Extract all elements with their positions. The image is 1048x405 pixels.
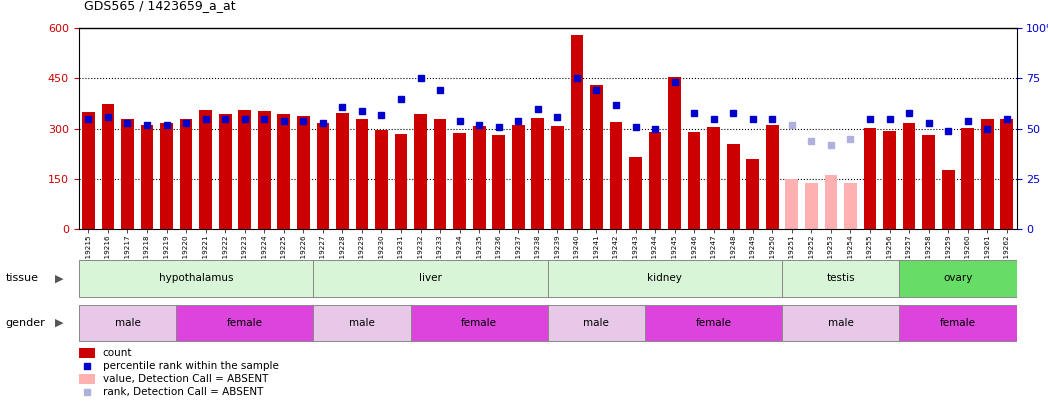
Bar bbox=[434, 119, 446, 229]
Bar bbox=[395, 134, 408, 229]
Bar bbox=[316, 123, 329, 229]
Text: ▶: ▶ bbox=[54, 318, 63, 328]
Bar bbox=[414, 114, 427, 229]
Bar bbox=[375, 130, 388, 229]
Bar bbox=[219, 113, 232, 229]
Text: male: male bbox=[349, 318, 375, 328]
Text: tissue: tissue bbox=[5, 273, 38, 283]
Text: value, Detection Call = ABSENT: value, Detection Call = ABSENT bbox=[103, 374, 268, 384]
Text: percentile rank within the sample: percentile rank within the sample bbox=[103, 361, 279, 371]
Bar bbox=[707, 127, 720, 229]
Text: rank, Detection Call = ABSENT: rank, Detection Call = ABSENT bbox=[103, 387, 263, 397]
Bar bbox=[981, 119, 994, 229]
Bar bbox=[411, 305, 547, 341]
Bar bbox=[82, 112, 94, 229]
Text: testis: testis bbox=[827, 273, 855, 283]
Text: female: female bbox=[940, 318, 976, 328]
Bar bbox=[669, 77, 681, 229]
Bar bbox=[961, 128, 974, 229]
Bar bbox=[179, 119, 193, 229]
Bar bbox=[79, 260, 313, 297]
Text: GDS565 / 1423659_a_at: GDS565 / 1423659_a_at bbox=[84, 0, 236, 12]
Text: female: female bbox=[696, 318, 732, 328]
Bar bbox=[278, 114, 290, 229]
Bar bbox=[547, 260, 782, 297]
Text: female: female bbox=[461, 318, 497, 328]
Bar bbox=[160, 123, 173, 229]
Bar bbox=[590, 85, 603, 229]
Bar bbox=[646, 305, 782, 341]
Text: liver: liver bbox=[419, 273, 442, 283]
Bar bbox=[899, 260, 1017, 297]
Text: male: male bbox=[114, 318, 140, 328]
Text: male: male bbox=[828, 318, 854, 328]
Text: ovary: ovary bbox=[943, 273, 973, 283]
Bar bbox=[313, 305, 411, 341]
Bar bbox=[102, 104, 114, 229]
Bar bbox=[687, 132, 700, 229]
Bar bbox=[942, 171, 955, 229]
Bar bbox=[649, 132, 661, 229]
Text: gender: gender bbox=[5, 318, 45, 328]
Bar bbox=[782, 305, 899, 341]
Bar bbox=[844, 183, 857, 229]
Bar bbox=[493, 134, 505, 229]
Bar bbox=[766, 125, 779, 229]
Bar bbox=[805, 183, 817, 229]
Bar bbox=[140, 125, 153, 229]
Text: count: count bbox=[103, 347, 132, 358]
Bar bbox=[199, 110, 212, 229]
Bar bbox=[883, 131, 896, 229]
Text: hypothalamus: hypothalamus bbox=[158, 273, 233, 283]
Bar bbox=[922, 134, 935, 229]
Bar bbox=[1001, 119, 1013, 229]
Bar bbox=[122, 119, 134, 229]
Bar bbox=[786, 179, 799, 229]
Bar bbox=[511, 125, 525, 229]
Bar bbox=[825, 175, 837, 229]
Bar bbox=[79, 347, 94, 358]
Bar bbox=[610, 122, 623, 229]
Bar bbox=[176, 305, 313, 341]
Bar bbox=[336, 113, 349, 229]
Bar bbox=[551, 126, 564, 229]
Bar bbox=[79, 373, 94, 384]
Bar bbox=[531, 117, 544, 229]
Bar bbox=[746, 159, 759, 229]
Bar bbox=[79, 305, 176, 341]
Bar bbox=[238, 110, 252, 229]
Bar bbox=[454, 132, 466, 229]
Bar bbox=[570, 35, 584, 229]
Bar bbox=[629, 157, 641, 229]
Bar bbox=[727, 144, 740, 229]
Text: female: female bbox=[226, 318, 263, 328]
Bar bbox=[547, 305, 646, 341]
Text: kidney: kidney bbox=[648, 273, 682, 283]
Text: ▶: ▶ bbox=[54, 273, 63, 283]
Bar bbox=[297, 116, 309, 229]
Bar bbox=[258, 111, 270, 229]
Bar bbox=[902, 123, 916, 229]
Text: male: male bbox=[584, 318, 609, 328]
Bar bbox=[473, 126, 485, 229]
Bar bbox=[782, 260, 899, 297]
Bar bbox=[899, 305, 1017, 341]
Bar bbox=[864, 128, 876, 229]
Bar bbox=[355, 119, 368, 229]
Bar bbox=[313, 260, 547, 297]
